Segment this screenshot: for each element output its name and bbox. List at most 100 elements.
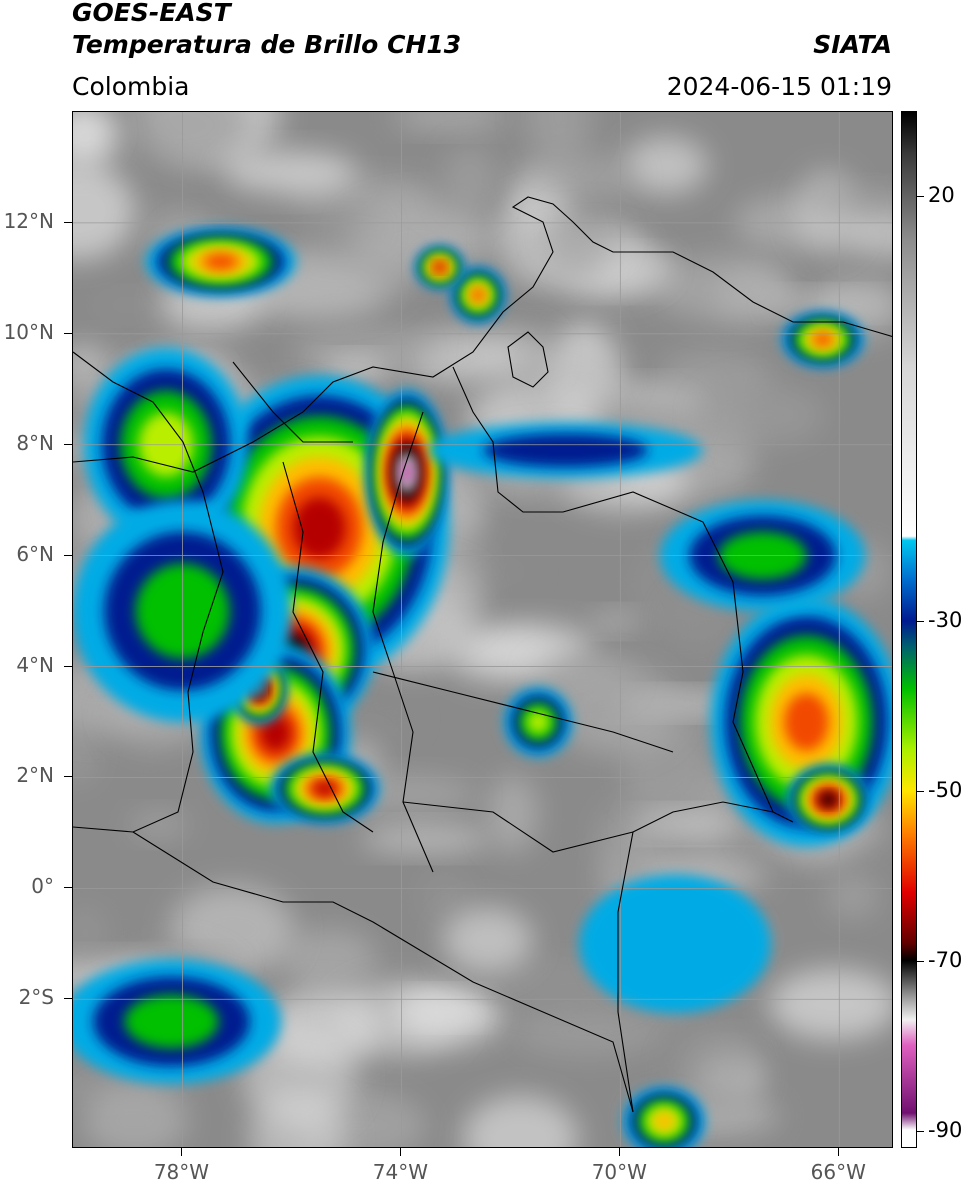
- latitude-tick: [64, 665, 72, 667]
- cloud-texture: [520, 152, 637, 203]
- colorbar-tick-label: -70: [928, 948, 963, 972]
- lake-maracaibo: [507, 331, 549, 388]
- storm-cell-contour: [401, 460, 413, 485]
- storm-cell-contour: [579, 874, 771, 1014]
- latitude-tick: [64, 776, 72, 778]
- longitude-label: 66°W: [810, 1160, 866, 1184]
- cloud-texture: [73, 112, 119, 169]
- inner-boundary: [232, 361, 353, 443]
- map-canvas: [73, 112, 892, 1147]
- cloud-texture: [794, 170, 861, 255]
- latitude-label: 10°N: [3, 319, 54, 344]
- temperature-colorbar: [901, 111, 917, 1148]
- storm-cell: [365, 389, 448, 556]
- cloud-texture: [590, 611, 642, 632]
- cloud-texture: [73, 733, 99, 786]
- cloud-texture: [654, 255, 790, 322]
- latitude-tick: [64, 998, 72, 1000]
- inner-boundary: [282, 461, 374, 833]
- storm-cell-contour: [313, 781, 336, 796]
- map-title-line1: GOES-EAST: [72, 0, 231, 27]
- storm-cell: [415, 246, 464, 289]
- cloud-texture: [392, 112, 507, 130]
- colorbar-tick-label: -30: [928, 608, 963, 632]
- cloud-texture: [630, 812, 743, 836]
- storm-cell-contour: [652, 1111, 676, 1131]
- cloud-texture: [532, 655, 631, 698]
- latitude-label: 2°N: [16, 763, 54, 788]
- storm-cell-contour: [260, 715, 291, 752]
- inner-boundary: [372, 411, 434, 873]
- colorbar-tick-label: -50: [928, 778, 963, 802]
- latitude-tick: [64, 332, 72, 334]
- inner-boundary: [402, 801, 634, 853]
- cloud-texture: [700, 383, 825, 447]
- colorbar-tick-label: -90: [928, 1118, 963, 1142]
- map-title-line2: Temperatura de Brillo CH13: [72, 30, 462, 59]
- storm-cell: [270, 753, 380, 824]
- storm-cell: [450, 267, 506, 323]
- satellite-map[interactable]: [72, 111, 893, 1148]
- cloud-texture: [484, 330, 555, 381]
- longitude-tick: [181, 1148, 183, 1156]
- storm-cell: [781, 311, 864, 368]
- colorbar-tick-label: 20: [928, 183, 955, 207]
- latitude-label: 8°N: [16, 430, 54, 455]
- storm-cell-contour: [813, 333, 833, 346]
- cloud-texture: [128, 811, 190, 838]
- latitude-tick: [64, 443, 72, 445]
- longitude-tick: [400, 1148, 402, 1156]
- cloud-texture: [321, 357, 391, 382]
- cloud-texture: [769, 968, 892, 1040]
- longitude-label: 70°W: [591, 1160, 647, 1184]
- longitude-tick: [619, 1148, 621, 1156]
- cloud-texture: [524, 112, 592, 164]
- cloud-texture: [537, 359, 631, 393]
- colorbar-tick: [917, 621, 924, 622]
- cloud-texture: [281, 928, 378, 990]
- storm-cell: [428, 422, 703, 478]
- borders-layer: [73, 196, 892, 1113]
- longitude-tick: [838, 1148, 840, 1156]
- storm-cell: [787, 764, 870, 835]
- cloud-texture: [770, 292, 892, 315]
- colorbar-tick: [917, 1131, 924, 1132]
- latitude-label: 12°N: [3, 208, 54, 233]
- storm-cell: [579, 874, 771, 1014]
- latitude-label: 4°N: [16, 652, 54, 677]
- cloud-texture: [261, 242, 412, 312]
- storm-cell-contour: [471, 288, 485, 302]
- border-colombia-peru-ecuador: [132, 831, 634, 1113]
- latitude-label: 6°N: [16, 541, 54, 566]
- storm-cell-contour: [526, 710, 550, 734]
- cloud-texture: [442, 145, 497, 217]
- storm-cell-contour: [124, 994, 219, 1049]
- cloud-texture: [442, 907, 533, 973]
- coastline-pacific: [73, 351, 224, 833]
- latitude-tick: [64, 887, 72, 889]
- storm-cell: [83, 347, 249, 542]
- latitude-tick: [64, 221, 72, 223]
- storm-cell-contour: [434, 263, 445, 272]
- longitude-label: 78°W: [153, 1160, 210, 1184]
- storm-cell-contour: [293, 497, 346, 559]
- colorbar-tick: [917, 196, 924, 197]
- latitude-label: 0°: [31, 874, 54, 899]
- storm-cell: [145, 227, 297, 297]
- cloud-texture: [623, 136, 708, 195]
- map-region-label: Colombia: [72, 72, 190, 101]
- latitude-tick: [64, 554, 72, 556]
- cloud-texture: [421, 871, 470, 923]
- storm-cell-contour: [784, 693, 829, 751]
- cloud-texture: [668, 591, 737, 655]
- cloud-texture: [827, 873, 879, 919]
- cloud-texture: [668, 1028, 757, 1114]
- cloud-texture: [90, 294, 168, 317]
- colorbar-tick: [917, 791, 924, 792]
- cloud-texture: [303, 214, 383, 243]
- cloud-texture: [462, 1095, 579, 1147]
- colorbar-tick: [917, 961, 924, 962]
- cloud-texture: [73, 904, 107, 962]
- longitude-label: 74°W: [372, 1160, 429, 1184]
- coastline-caribbean: [73, 196, 892, 473]
